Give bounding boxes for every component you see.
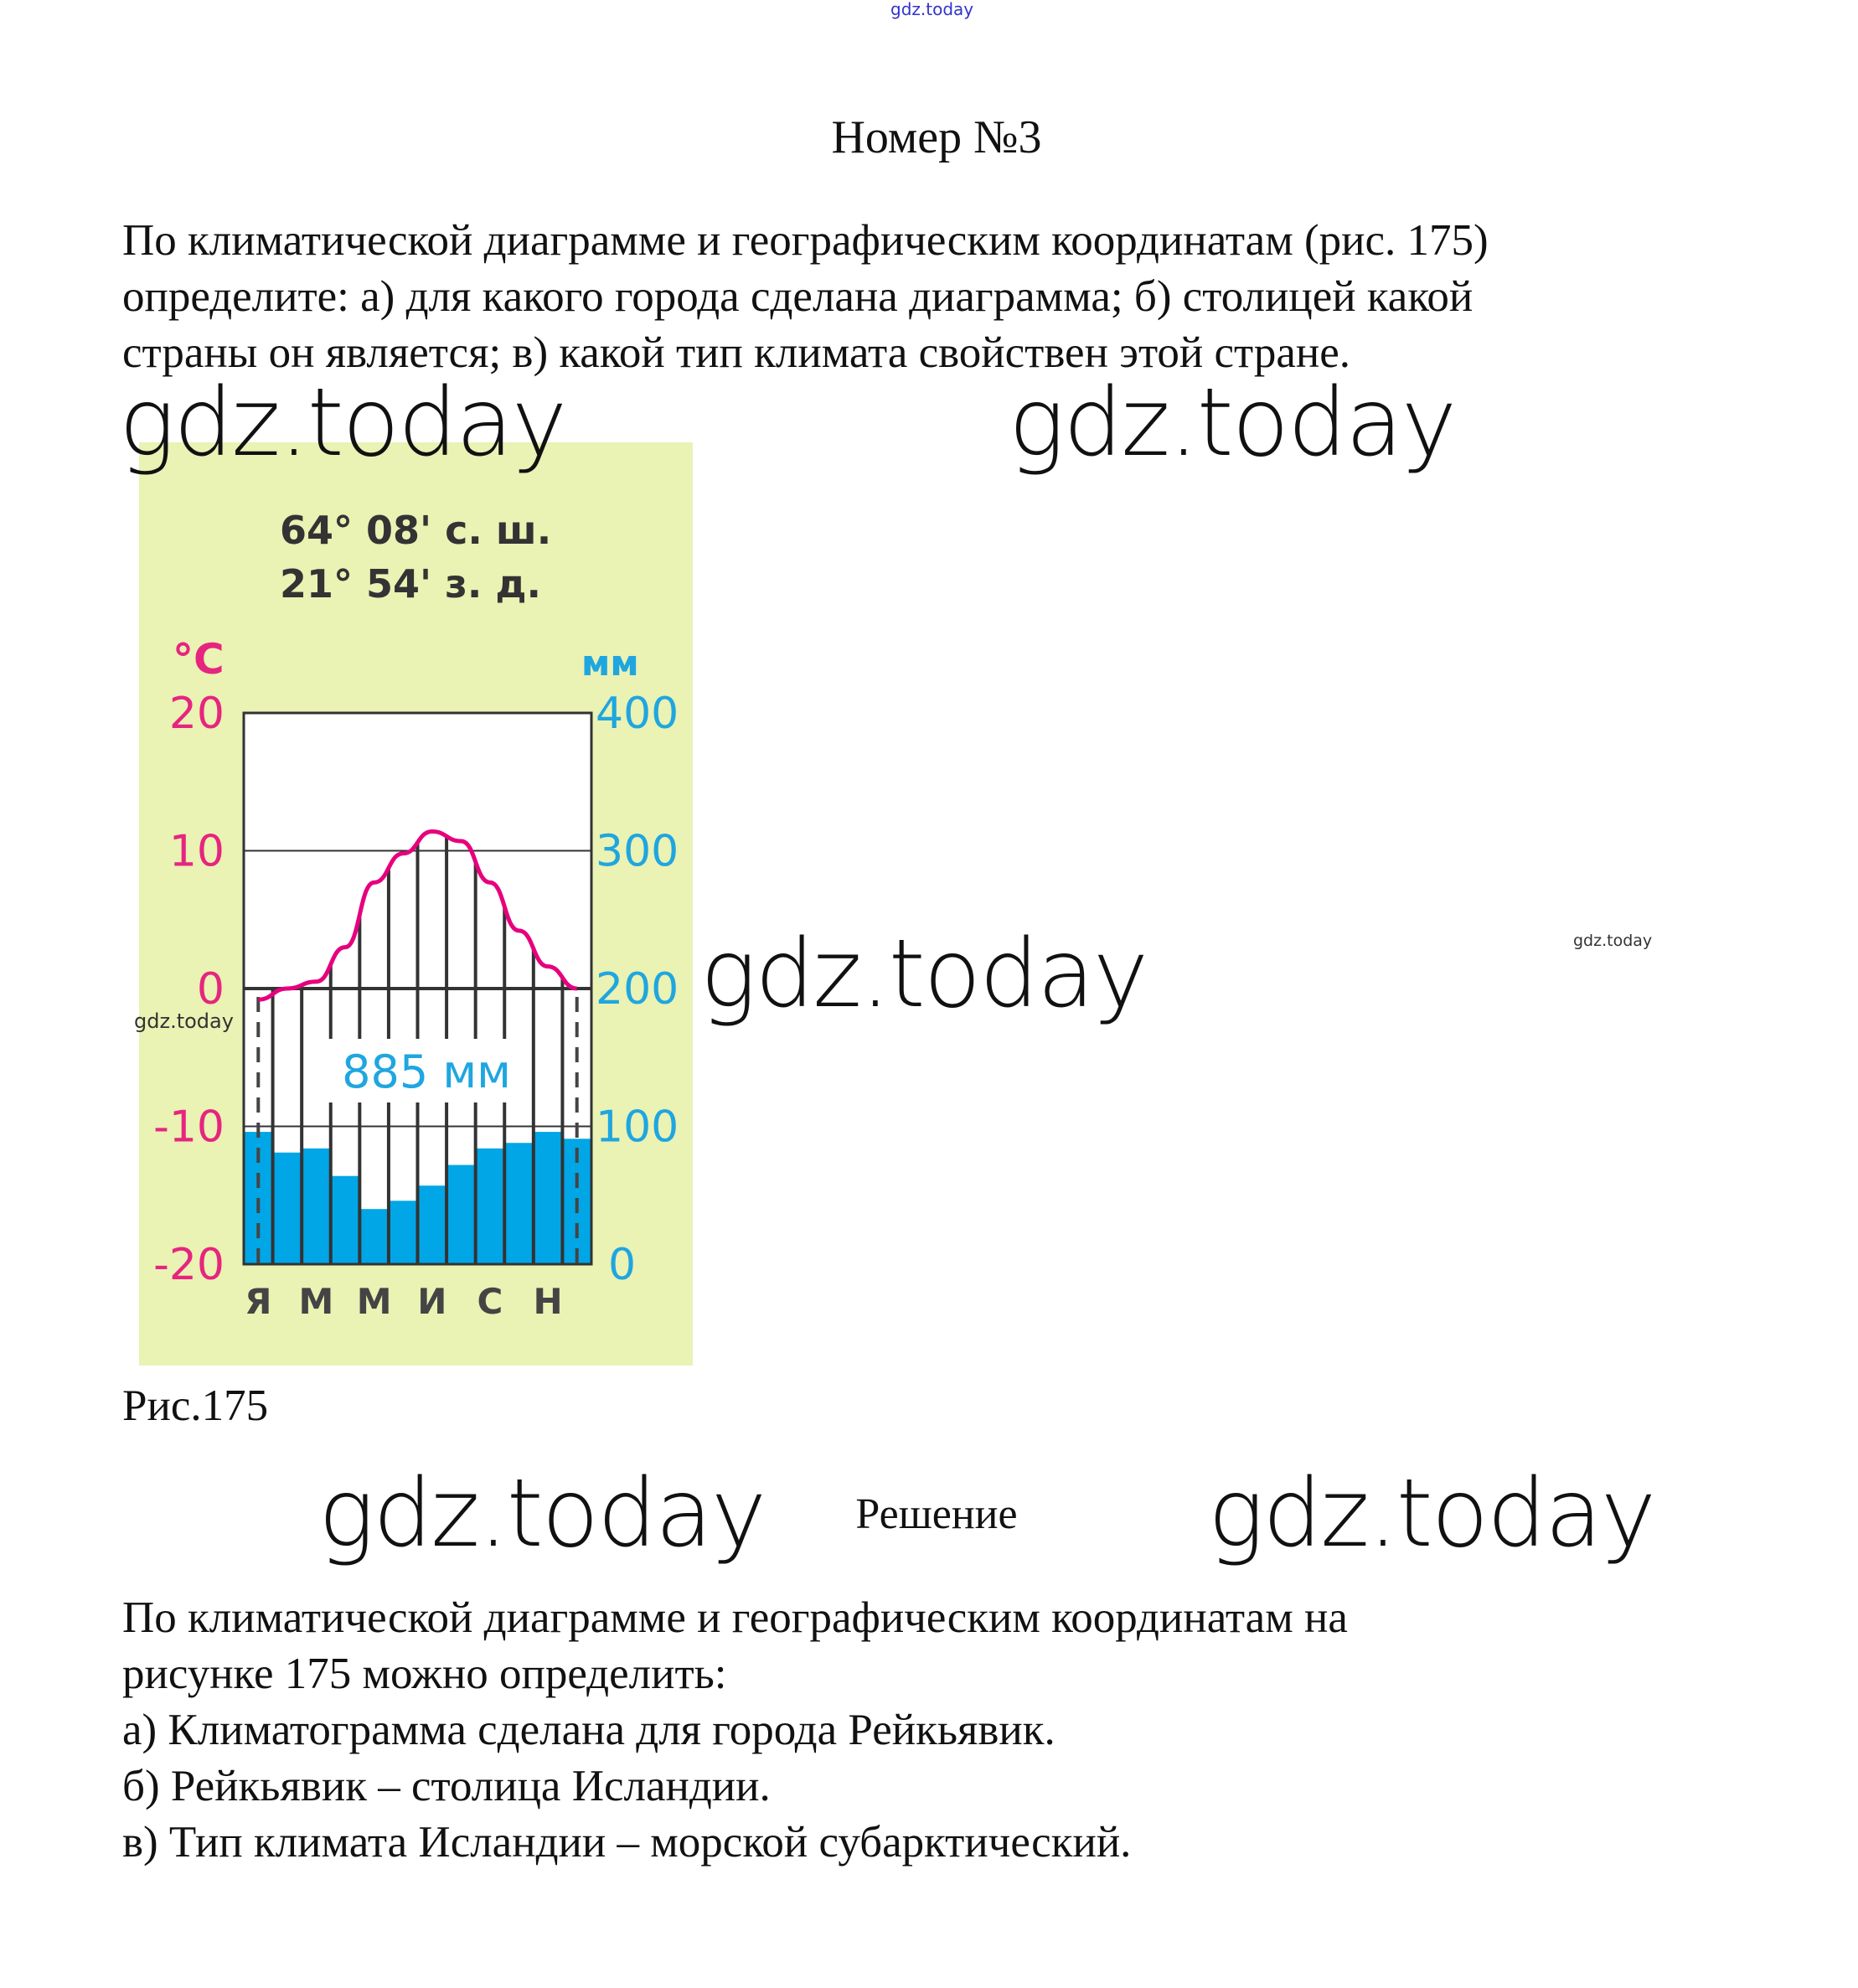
figure-caption: Рис.175 [122,1381,269,1430]
temp-unit-label: °C [173,635,225,684]
precip-bar [302,1148,331,1264]
total-label-bg [328,1039,525,1102]
precip-tick-label: 300 [596,827,679,877]
temp-tick-label: 0 [197,964,225,1015]
answer-line: б) Рейкьявик – столица Исландии. [122,1762,771,1810]
answer-line: По климатической диаграмме и географичес… [122,1593,1348,1642]
month-label: С [477,1281,503,1322]
watermark: gdz.today [318,1459,766,1568]
answer-line: а) Климатограмма сделана для города Рейк… [122,1706,1055,1754]
question-line: страны он является; в) какой тип климата… [122,328,1351,377]
watermark: gdz.today [1208,1459,1656,1568]
climate-chart: 64° 08' с. ш. 21° 54' з. д. °C мм 20 10 0-… [139,442,693,1366]
precip-bar [475,1148,505,1264]
month-label: И [417,1281,446,1322]
precip-tick-label: 400 [596,689,679,739]
precip-bar [330,1175,360,1264]
precip-bar [446,1164,476,1264]
watermark-top: gdz.today [890,0,974,19]
watermark-small: gdz.today [134,1009,234,1033]
answer-line: рисунке 175 можно определить: [122,1650,727,1698]
question-line: определите: а) для какого города сделана… [122,272,1473,321]
temp-tick-label: -10 [153,1102,225,1153]
precip-tick-label: 100 [596,1102,679,1153]
latitude-label: 64° 08' с. ш. [280,508,551,553]
temperature-line [258,829,578,1002]
solution-heading: Решение [855,1490,1018,1538]
answer-line: в) Тип климата Исландии – морской субарк… [122,1818,1132,1867]
temp-tick-label: -20 [153,1240,225,1290]
month-label: Я [245,1281,271,1322]
precip-tick-label: 0 [608,1240,636,1290]
temp-tick-label: 10 [169,827,225,877]
precip-bar [417,1185,447,1264]
precip-bar [272,1152,302,1264]
answer-text: По климатической диаграмме и географичес… [122,1590,1348,1871]
longitude-label: 21° 54' з. д. [280,561,541,607]
precip-bar [533,1132,563,1264]
watermark-small: gdz.today [1573,932,1653,950]
precip-bar [388,1201,418,1264]
question-text: По климатической диаграмме и географичес… [122,213,1489,381]
watermark: gdz.today [700,920,1148,1029]
total-precip-label: 885 мм [342,1046,511,1098]
climate-chart-svg: 64° 08' с. ш. 21° 54' з. д. °C мм 20100-… [153,508,679,1322]
page-title: Номер №3 [831,111,1042,163]
precip-tick-label: 200 [596,964,679,1015]
precip-bar [504,1143,534,1264]
month-label: Н [534,1281,563,1322]
question-line: По климатической диаграмме и географичес… [122,216,1489,265]
month-label: М [357,1281,392,1322]
month-label: М [299,1281,334,1322]
temp-tick-label: 20 [169,689,225,739]
precip-bar [359,1209,389,1264]
watermark: gdz.today [119,369,567,478]
watermark: gdz.today [1009,369,1457,478]
precip-unit-label: мм [581,643,639,684]
